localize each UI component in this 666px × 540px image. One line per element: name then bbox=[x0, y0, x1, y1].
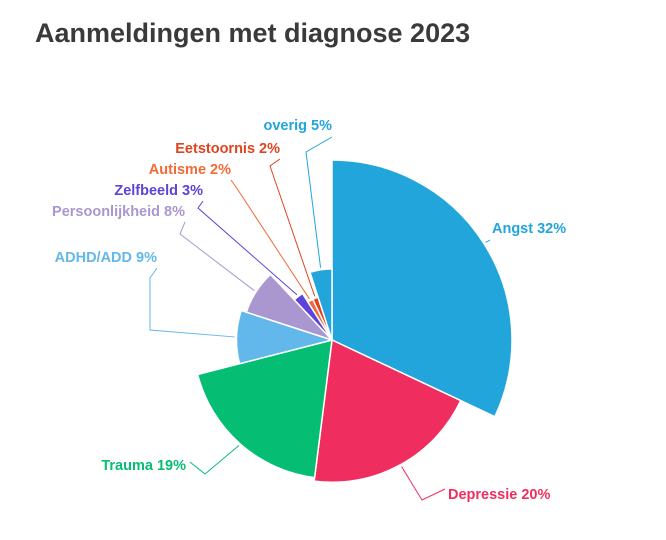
leader-line-autisme bbox=[230, 179, 310, 300]
pie-slice-angst bbox=[331, 159, 513, 418]
leader-line-persoonlijkheid bbox=[179, 221, 255, 292]
leader-line-adhd-add bbox=[149, 267, 235, 338]
leader-line-angst bbox=[485, 239, 491, 243]
leader-line-overig bbox=[305, 136, 333, 268]
pie-slice-adhd-add bbox=[235, 309, 335, 365]
leader-line-trauma bbox=[189, 445, 240, 475]
pie-slice-overig bbox=[309, 268, 333, 341]
slice-label-angst: Angst 32% bbox=[492, 221, 566, 237]
pie-slice-trauma bbox=[196, 338, 333, 479]
slice-label-overig: overig 5% bbox=[264, 118, 333, 134]
slice-label-trauma: Trauma 19% bbox=[101, 458, 186, 474]
chart-title: Aanmeldingen met diagnose 2023 bbox=[35, 18, 471, 48]
leader-line-eetstoornis bbox=[269, 158, 316, 297]
leader-line-depressie bbox=[401, 466, 446, 501]
leader-line-zelfbeeld bbox=[197, 200, 298, 296]
slice-label-eetstoornis: Eetstoornis 2% bbox=[175, 141, 280, 157]
slice-label-autisme: Autisme 2% bbox=[149, 162, 231, 178]
pie-slice-persoonlijkheid bbox=[245, 273, 333, 341]
slice-label-persoonlijkheid: Persoonlijkheid 8% bbox=[52, 204, 185, 220]
slice-label-adhd-add: ADHD/ADD 9% bbox=[55, 250, 157, 266]
pie-slice-depressie bbox=[313, 338, 462, 484]
slice-label-zelfbeeld: Zelfbeeld 3% bbox=[114, 183, 203, 199]
slice-label-depressie: Depressie 20% bbox=[448, 487, 550, 503]
pie-slice-zelfbeeld bbox=[293, 292, 333, 341]
